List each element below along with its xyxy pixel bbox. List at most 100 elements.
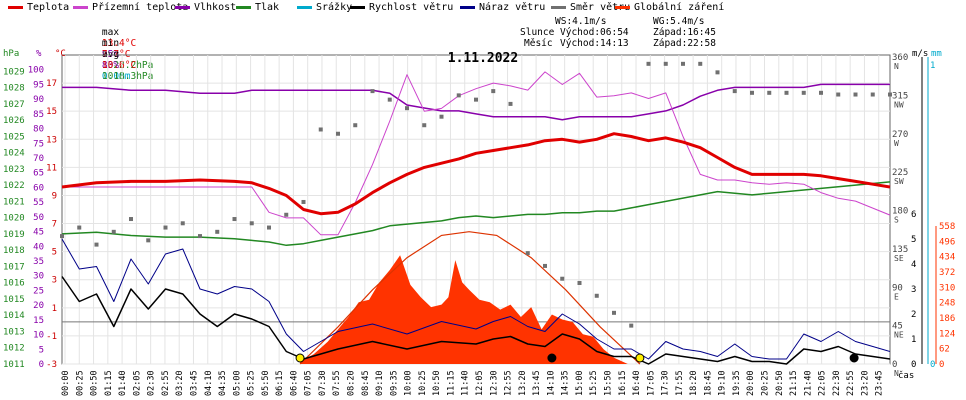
rain-unit: mm [931, 49, 942, 59]
humidity-tick-label: 95 [33, 80, 44, 90]
legend-item-7: Náraz větru [460, 2, 545, 13]
wind-direction-point [77, 225, 82, 230]
x-tick-label: 10:00 [404, 370, 414, 396]
direction-tick-name: NW [894, 100, 904, 109]
wind-direction-point [888, 92, 892, 97]
x-tick-label: 04:35 [218, 370, 228, 396]
wind-direction-point [180, 221, 185, 226]
x-tick-label: 11:40 [461, 370, 471, 396]
x-tick-label: 22:55 [846, 370, 856, 396]
x-tick-label: 18:45 [703, 370, 713, 396]
series-radiation-area [300, 255, 628, 364]
x-tick-label: 10:50 [432, 370, 442, 396]
x-tick-label: 21:15 [789, 370, 799, 396]
moon-label: Měsíc [524, 38, 553, 49]
direction-tick-label: 360 [892, 53, 908, 63]
radiation-tick-label: 62 [939, 345, 950, 355]
humidity-tick-label: 55 [33, 198, 44, 208]
wind-ws: WS:4.1m/s [555, 16, 607, 27]
wind-direction-point [870, 92, 875, 97]
direction-tick-name: N [894, 369, 899, 378]
wind-direction-point [405, 106, 409, 111]
x-tick-label: 04:10 [204, 370, 214, 396]
pressure-tick-label: 1017 [3, 262, 25, 272]
pressure-tick-label: 1013 [3, 327, 25, 337]
legend-label: Náraz větru [479, 2, 546, 13]
stats-avg-temp: 10.6°C [101, 60, 137, 71]
humidity-tick-label: 5 [39, 345, 44, 355]
pressure-tick-label: 1027 [3, 100, 25, 110]
wind-direction-point [732, 89, 737, 94]
legend-item-3: Vlhkost [175, 2, 236, 13]
humidity-tick-label: 40 [33, 242, 44, 252]
x-tick-label: 06:40 [289, 370, 299, 396]
legend-swatch [460, 6, 475, 9]
x-tick-label: 09:35 [389, 370, 399, 396]
pressure-tick-label: 1025 [3, 132, 25, 142]
pressure-tick-label: 1015 [3, 295, 25, 305]
temp-tick-label: 9 [52, 191, 57, 201]
x-tick-label: 16:40 [632, 370, 642, 396]
stats-min-label: min [101, 38, 120, 49]
direction-tick-name: SE [894, 254, 904, 263]
x-tick-label: 02:05 [132, 370, 142, 396]
humidity-tick-label: 75 [33, 139, 44, 149]
x-tick-label: 05:00 [232, 370, 242, 396]
legend-swatch [350, 6, 365, 9]
moon-marker [547, 353, 557, 363]
stats-max-rain: 0.0mm [101, 71, 131, 82]
legend-item-1: Teplota [8, 2, 69, 13]
legend-label: Srážky [316, 2, 353, 13]
stats-min-hum: 83% [101, 60, 120, 71]
temp-tick-label: 5 [52, 248, 57, 258]
x-tick-label: 10:25 [418, 370, 428, 396]
pressure-tick-label: 1026 [3, 116, 25, 126]
direction-tick-label: 0 [892, 360, 897, 370]
x-tick-label: 22:30 [832, 370, 842, 396]
sun-marker [635, 353, 645, 363]
x-tick-label: 21:40 [803, 370, 813, 396]
moon-marker [849, 353, 859, 363]
wind-direction-point [750, 90, 754, 95]
humidity-tick-label: 85 [33, 110, 44, 120]
x-tick-label: 20:25 [761, 370, 771, 396]
pressure-tick-label: 1016 [3, 279, 25, 289]
temp-tick-label: 11 [46, 163, 57, 173]
pressure-tick-label: 1014 [3, 311, 25, 321]
radiation-tick-label: 310 [939, 283, 955, 293]
radiation-tick-label: 124 [939, 329, 955, 339]
wind-tick-label: 5 [911, 235, 916, 245]
x-tick-label: 23:20 [860, 370, 870, 396]
x-tick-label: 18:20 [689, 370, 699, 396]
pressure-tick-label: 1028 [3, 84, 25, 94]
x-tick-label: 13:45 [532, 370, 542, 396]
x-tick-label: 19:35 [732, 370, 742, 396]
wind-direction-point [560, 276, 565, 281]
wind-direction-point [387, 97, 392, 102]
direction-tick-label: 225 [892, 168, 908, 178]
legend-swatch [297, 6, 312, 9]
humidity-tick-label: 20 [33, 301, 44, 311]
wind-direction-point [215, 229, 220, 234]
wind-tick-label: 3 [911, 285, 916, 295]
x-tick-label: 23:45 [875, 370, 885, 396]
x-tick-label: 17:05 [646, 370, 656, 396]
x-tick-label: 00:25 [75, 370, 85, 396]
temp-tick-label: 1 [52, 304, 57, 314]
radiation-tick-label: 186 [939, 314, 955, 324]
direction-tick-name: E [894, 292, 899, 301]
humidity-tick-label: 60 [33, 183, 44, 193]
legend-label: Přízemní teplota [92, 2, 189, 13]
x-tick-label: 08:45 [361, 370, 371, 396]
wind-direction-point [836, 92, 841, 97]
legend-label: Vlhkost [194, 2, 237, 13]
pressure-tick-label: 1021 [3, 197, 25, 207]
direction-tick-name: S [894, 216, 899, 225]
x-tick-label: 02:55 [161, 370, 171, 396]
x-tick-label: 07:05 [304, 370, 314, 396]
legend-swatch [8, 6, 23, 9]
wind-direction-point [767, 90, 772, 95]
wind-direction-point [60, 234, 64, 239]
